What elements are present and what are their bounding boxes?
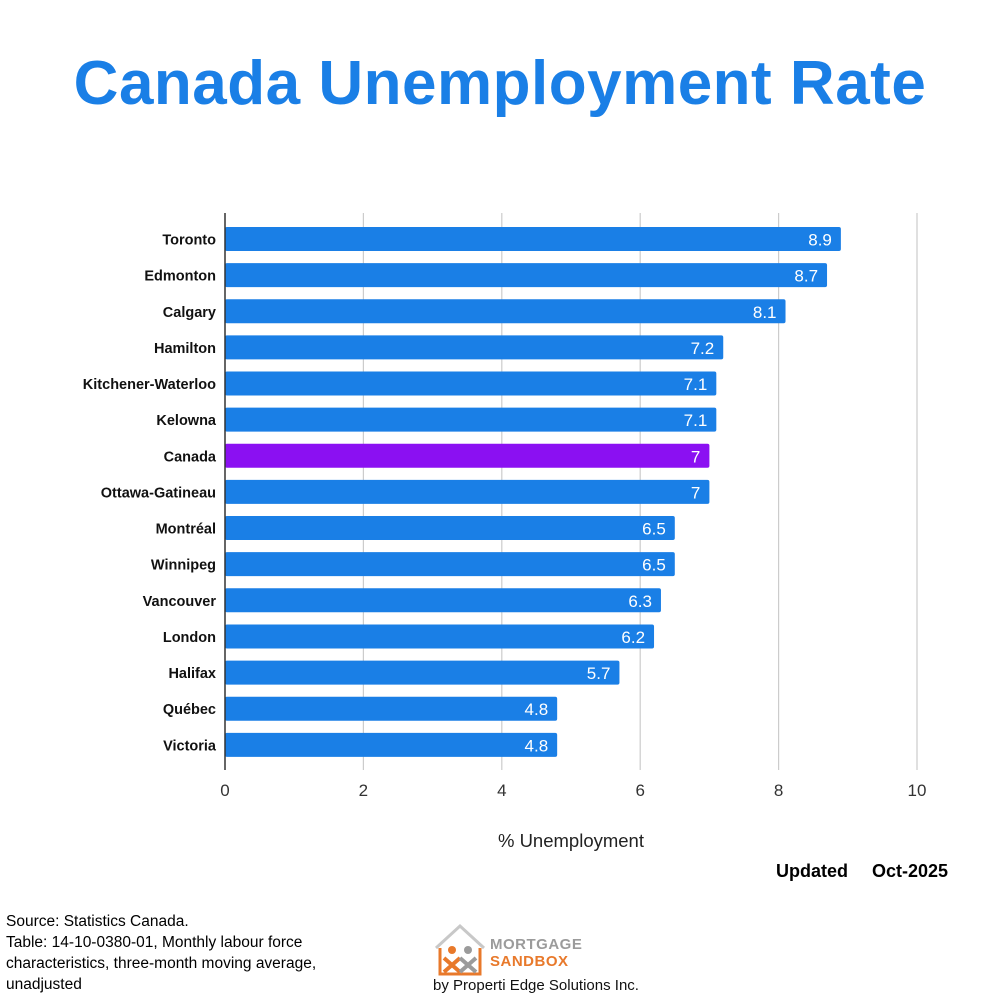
source-table-line: Table: 14-10-0380-01, Monthly labour for… <box>6 934 317 993</box>
category-label: Halifax <box>168 666 216 682</box>
category-label: Toronto <box>162 233 216 249</box>
logo-text-mortgage: MORTGAGE <box>490 936 583 953</box>
category-label: Kitchener-Waterloo <box>83 377 216 393</box>
bar-chart: 0 2 4 6 8 10 Toronto 8.9 Edmonton 8.7 Calgary 8.1 Ha… <box>83 213 927 851</box>
bar <box>225 660 620 685</box>
house-people-icon <box>434 923 486 976</box>
data-label: 7.1 <box>684 411 708 430</box>
category-label: Hamilton <box>154 341 216 357</box>
category-label: Victoria <box>163 738 217 754</box>
bar <box>225 335 724 360</box>
bar <box>225 624 655 649</box>
category-label: Ottawa-Gatineau <box>101 485 216 501</box>
category-label: Québec <box>163 702 216 718</box>
mortgage-sandbox-logo: MORTGAGE SANDBOX by Properti Edge Soluti… <box>430 922 670 1000</box>
logo-tagline: by Properti Edge Solutions Inc. <box>433 977 639 994</box>
data-label: 7 <box>691 483 700 502</box>
data-label: 6.5 <box>642 520 666 539</box>
bar <box>225 371 717 396</box>
bar <box>225 516 675 541</box>
data-label: 6.2 <box>621 628 645 647</box>
bar <box>225 479 710 504</box>
x-tick-label: 0 <box>220 781 229 800</box>
data-label: 4.8 <box>525 736 549 755</box>
category-label: Vancouver <box>143 594 217 610</box>
chart-title: Canada Unemployment Rate <box>73 49 927 118</box>
data-label: 7.2 <box>691 339 715 358</box>
x-axis-title: % Unemployment <box>498 830 644 851</box>
x-tick-label: 4 <box>497 781 506 800</box>
data-label: 6.3 <box>628 592 652 611</box>
data-label: 8.7 <box>794 267 818 286</box>
category-label: Calgary <box>163 305 216 321</box>
bar <box>225 227 841 251</box>
data-label: 8.1 <box>753 303 777 322</box>
bar <box>225 299 786 324</box>
source-line: Source: Statistics Canada. <box>6 913 189 930</box>
updated-date: Oct-2025 <box>871 861 948 881</box>
x-tick-label: 6 <box>635 781 644 800</box>
source-note: Source: Statistics Canada. Table: 14-10-… <box>6 911 366 995</box>
bar <box>225 407 717 432</box>
updated-note: Updated Oct-2025 <box>776 861 948 882</box>
category-label: Edmonton <box>144 269 216 285</box>
data-label: 4.8 <box>525 700 549 719</box>
x-tick-label: 8 <box>774 781 783 800</box>
category-label: London <box>163 630 216 646</box>
data-label: 6.5 <box>642 556 666 575</box>
bar <box>225 732 558 757</box>
bar <box>225 552 675 577</box>
data-label: 7 <box>691 447 700 466</box>
category-label: Kelowna <box>156 413 217 429</box>
bar <box>225 696 558 721</box>
updated-label: Updated <box>775 861 848 881</box>
category-label: Winnipeg <box>151 558 216 574</box>
data-label: 8.9 <box>808 231 832 250</box>
category-label: Montréal <box>156 522 216 538</box>
data-label: 5.7 <box>587 664 611 683</box>
logo-text-sandbox: SANDBOX <box>490 953 569 970</box>
data-label: 7.1 <box>684 375 708 394</box>
x-tick-label: 2 <box>359 781 368 800</box>
bar <box>225 588 661 613</box>
bar <box>225 263 828 288</box>
category-label: Canada <box>164 449 217 465</box>
bar <box>225 443 710 468</box>
x-tick-label: 10 <box>908 781 927 800</box>
